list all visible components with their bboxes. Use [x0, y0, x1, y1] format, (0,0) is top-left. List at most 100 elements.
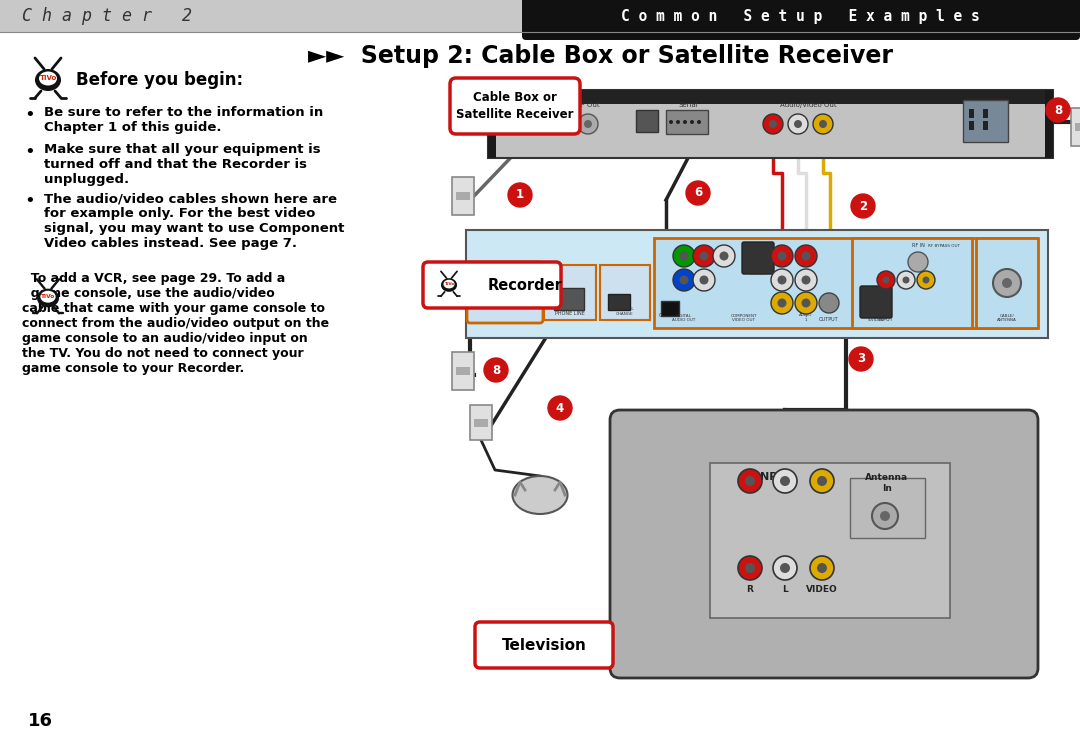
- Circle shape: [903, 277, 909, 284]
- Circle shape: [816, 476, 827, 486]
- FancyBboxPatch shape: [636, 110, 658, 132]
- Text: COMPONENT
VIDEO OUT: COMPONENT VIDEO OUT: [731, 314, 757, 322]
- Text: R: R: [746, 586, 754, 595]
- Circle shape: [795, 292, 816, 314]
- Circle shape: [483, 297, 489, 303]
- Text: DIGITAL
AUDIO OUT: DIGITAL AUDIO OUT: [673, 314, 696, 322]
- Circle shape: [700, 251, 708, 260]
- FancyBboxPatch shape: [600, 265, 650, 320]
- Circle shape: [478, 292, 494, 308]
- FancyBboxPatch shape: [467, 262, 543, 323]
- Text: Chapter 1 of this guide.: Chapter 1 of this guide.: [44, 121, 221, 134]
- Text: 1: 1: [516, 188, 524, 202]
- Circle shape: [908, 252, 928, 272]
- Text: Serial: Serial: [678, 102, 698, 108]
- Circle shape: [849, 347, 873, 371]
- Circle shape: [1047, 98, 1070, 122]
- Circle shape: [810, 556, 834, 580]
- Text: VIDEO
1: VIDEO 1: [799, 310, 812, 318]
- Text: 4: 4: [556, 401, 564, 415]
- Circle shape: [917, 271, 935, 289]
- Text: 16: 16: [28, 712, 53, 730]
- Text: 2: 2: [859, 200, 867, 212]
- Circle shape: [745, 563, 755, 573]
- Text: Video cables instead. See page 7.: Video cables instead. See page 7.: [44, 237, 297, 250]
- Circle shape: [788, 114, 808, 134]
- FancyBboxPatch shape: [453, 352, 474, 390]
- Circle shape: [771, 269, 793, 291]
- FancyBboxPatch shape: [969, 121, 974, 130]
- Circle shape: [700, 275, 708, 284]
- FancyBboxPatch shape: [860, 286, 892, 318]
- Circle shape: [801, 298, 810, 307]
- Text: game console to an audio/video input on: game console to an audio/video input on: [22, 332, 308, 345]
- Circle shape: [697, 120, 701, 124]
- Text: AUDIO
1: AUDIO 1: [799, 314, 812, 322]
- Text: S-VIDEO: S-VIDEO: [867, 318, 885, 322]
- Text: VIDEO: VIDEO: [806, 586, 838, 595]
- Text: RF Out: RF Out: [577, 102, 599, 108]
- FancyBboxPatch shape: [465, 230, 1048, 338]
- Circle shape: [795, 245, 816, 267]
- FancyBboxPatch shape: [654, 238, 1036, 328]
- Circle shape: [771, 292, 793, 314]
- Text: Antenna
In: Antenna In: [865, 473, 908, 493]
- Circle shape: [877, 271, 895, 289]
- Circle shape: [745, 476, 755, 486]
- Ellipse shape: [35, 69, 60, 91]
- Text: PHONE LINE: PHONE LINE: [555, 311, 585, 316]
- FancyBboxPatch shape: [544, 265, 596, 320]
- Circle shape: [882, 277, 890, 284]
- Text: RF IN: RF IN: [912, 243, 924, 248]
- Circle shape: [738, 556, 762, 580]
- Circle shape: [719, 251, 729, 260]
- Circle shape: [679, 251, 689, 260]
- Ellipse shape: [513, 476, 567, 514]
- Text: •: •: [25, 192, 36, 210]
- Circle shape: [773, 469, 797, 493]
- Text: Recorder: Recorder: [488, 278, 563, 292]
- Text: game console to your Recorder.: game console to your Recorder.: [22, 362, 244, 375]
- Circle shape: [778, 251, 786, 260]
- Text: signal, you may want to use Component: signal, you may want to use Component: [44, 222, 345, 235]
- Circle shape: [897, 271, 915, 289]
- Text: for example only. For the best video: for example only. For the best video: [44, 207, 315, 220]
- Text: RF In: RF In: [535, 102, 552, 108]
- Text: 8: 8: [491, 364, 500, 376]
- FancyBboxPatch shape: [742, 242, 774, 274]
- Circle shape: [508, 183, 532, 207]
- Text: 6: 6: [693, 187, 702, 200]
- Circle shape: [801, 275, 810, 284]
- Circle shape: [780, 563, 789, 573]
- FancyBboxPatch shape: [1045, 90, 1053, 158]
- Ellipse shape: [444, 280, 455, 289]
- Circle shape: [780, 476, 789, 486]
- FancyBboxPatch shape: [983, 109, 988, 118]
- Circle shape: [795, 269, 816, 291]
- Text: Make sure that all your equipment is: Make sure that all your equipment is: [44, 143, 321, 156]
- Circle shape: [693, 245, 715, 267]
- FancyBboxPatch shape: [661, 301, 679, 316]
- Text: Audio/Video Out: Audio/Video Out: [780, 102, 836, 108]
- Circle shape: [1002, 278, 1012, 288]
- Text: C o m m o n   S e t u p   E x a m p l e s: C o m m o n S e t u p E x a m p l e s: [621, 8, 980, 23]
- Ellipse shape: [37, 289, 59, 308]
- Text: To add a VCR, see page 29. To add a: To add a VCR, see page 29. To add a: [22, 272, 285, 285]
- FancyBboxPatch shape: [453, 177, 474, 215]
- Text: connect from the audio/video output on the: connect from the audio/video output on t…: [22, 317, 329, 330]
- FancyBboxPatch shape: [852, 238, 972, 328]
- Circle shape: [673, 269, 696, 291]
- Text: 3: 3: [856, 352, 865, 365]
- Circle shape: [769, 120, 777, 128]
- Circle shape: [762, 114, 783, 134]
- Circle shape: [690, 120, 694, 124]
- Text: Television: Television: [501, 638, 586, 652]
- Ellipse shape: [39, 71, 57, 86]
- FancyBboxPatch shape: [0, 0, 1080, 32]
- Ellipse shape: [40, 291, 56, 303]
- FancyBboxPatch shape: [554, 288, 584, 310]
- Circle shape: [810, 469, 834, 493]
- Circle shape: [679, 275, 689, 284]
- Ellipse shape: [441, 278, 457, 292]
- FancyBboxPatch shape: [608, 294, 630, 310]
